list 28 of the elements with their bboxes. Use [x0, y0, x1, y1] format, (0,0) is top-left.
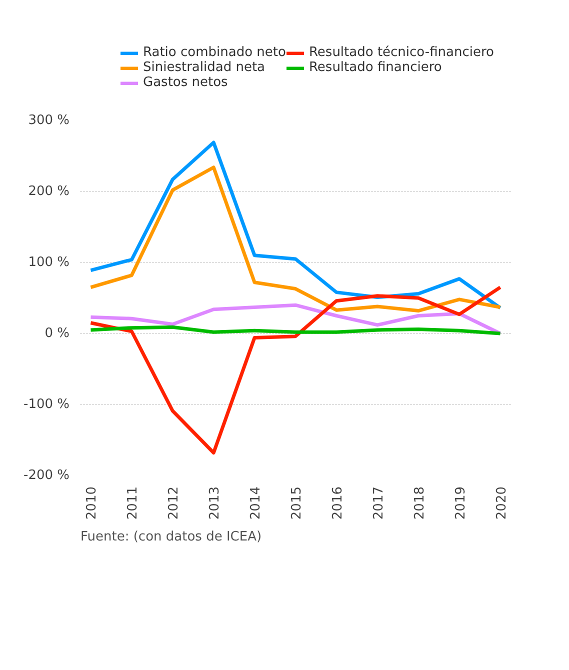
legend-label: Resultado técnico-financiero: [308, 45, 494, 60]
line-series: [88, 303, 502, 336]
y-tick-label: 0 %: [44, 326, 70, 341]
y-tick-label: -100 %: [24, 397, 70, 412]
line-series: [88, 325, 502, 336]
x-tick-label: 2010: [84, 486, 100, 520]
legend-label: Resultado financiero: [308, 60, 442, 75]
legend-label: Siniestralidad neta: [143, 60, 266, 75]
x-tick-label: 2018: [412, 486, 428, 520]
x-tick-label: 2016: [330, 486, 346, 520]
y-tick-label: 100 %: [28, 255, 70, 270]
x-tick-label: 2017: [371, 486, 386, 520]
y-tick-label: 200 %: [28, 184, 70, 199]
x-tick-label: 2014: [248, 486, 264, 520]
x-tick-label: 2015: [290, 486, 304, 520]
x-tick-label: 2020: [494, 486, 510, 520]
source-note: Fuente: (con datos de ICEA): [80, 530, 262, 544]
x-tick-label: 2019: [453, 486, 468, 520]
legend-label: Gastos netos: [143, 75, 228, 90]
x-tick-label: 2011: [126, 486, 141, 520]
y-tick-label: 300 %: [28, 113, 70, 128]
x-tick-label: 2012: [166, 486, 182, 520]
line-series: [88, 166, 502, 313]
line-series: [88, 140, 502, 310]
x-tick-label: 2013: [208, 486, 223, 520]
line-series: [88, 286, 502, 455]
legend-label: Ratio combinado neto: [143, 45, 286, 60]
y-tick-label: -200 %: [24, 468, 70, 483]
